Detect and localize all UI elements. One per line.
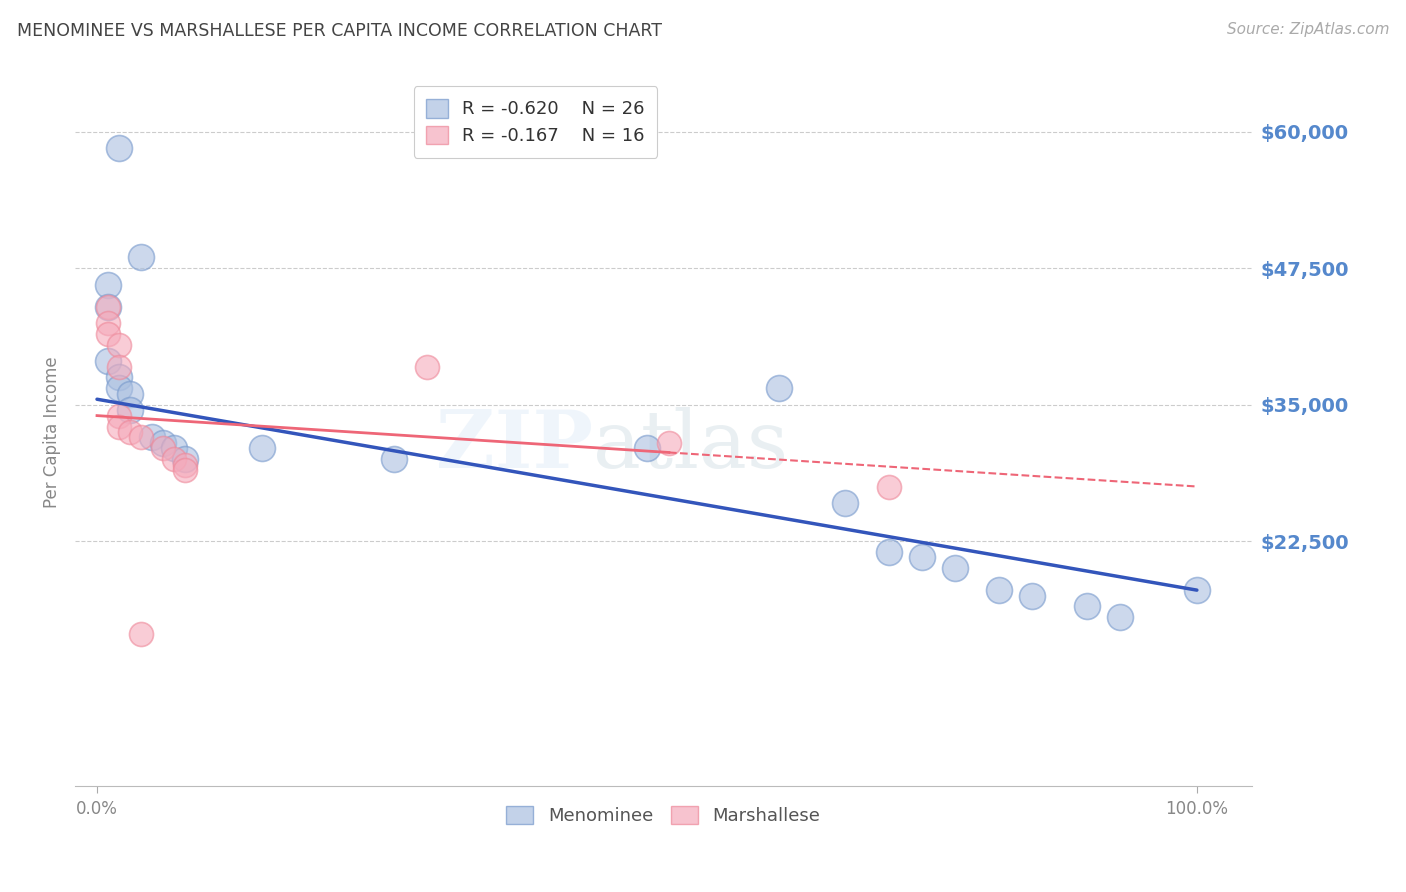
- Point: [911, 550, 934, 565]
- Point: [108, 370, 131, 384]
- Point: [97, 300, 120, 314]
- Point: [768, 381, 790, 395]
- Point: [129, 251, 152, 265]
- Point: [163, 452, 186, 467]
- Point: [97, 326, 120, 341]
- Point: [129, 626, 152, 640]
- Point: [152, 442, 174, 456]
- Point: [108, 409, 131, 423]
- Point: [108, 381, 131, 395]
- Point: [416, 359, 439, 374]
- Point: [877, 479, 900, 493]
- Point: [152, 435, 174, 450]
- Y-axis label: Per Capita Income: Per Capita Income: [44, 356, 60, 508]
- Point: [834, 496, 856, 510]
- Point: [97, 300, 120, 314]
- Point: [174, 463, 197, 477]
- Point: [97, 316, 120, 330]
- Point: [129, 430, 152, 444]
- Point: [118, 403, 141, 417]
- Point: [118, 425, 141, 439]
- Point: [174, 452, 197, 467]
- Point: [877, 545, 900, 559]
- Text: Source: ZipAtlas.com: Source: ZipAtlas.com: [1226, 22, 1389, 37]
- Point: [250, 442, 273, 456]
- Point: [97, 277, 120, 292]
- Point: [108, 359, 131, 374]
- Point: [1021, 589, 1043, 603]
- Point: [108, 337, 131, 351]
- Point: [97, 354, 120, 368]
- Legend: Menominee, Marshallese: Menominee, Marshallese: [498, 797, 830, 834]
- Text: MENOMINEE VS MARSHALLESE PER CAPITA INCOME CORRELATION CHART: MENOMINEE VS MARSHALLESE PER CAPITA INCO…: [17, 22, 662, 40]
- Point: [987, 583, 1010, 598]
- Point: [174, 458, 197, 472]
- Point: [943, 561, 966, 575]
- Point: [141, 430, 163, 444]
- Text: ZIP: ZIP: [436, 407, 593, 485]
- Point: [163, 442, 186, 456]
- Point: [636, 442, 658, 456]
- Point: [1076, 599, 1098, 614]
- Text: atlas: atlas: [593, 407, 787, 485]
- Point: [382, 452, 405, 467]
- Point: [658, 435, 681, 450]
- Point: [1108, 610, 1130, 624]
- Point: [108, 141, 131, 155]
- Point: [1185, 583, 1208, 598]
- Point: [118, 386, 141, 401]
- Point: [108, 419, 131, 434]
